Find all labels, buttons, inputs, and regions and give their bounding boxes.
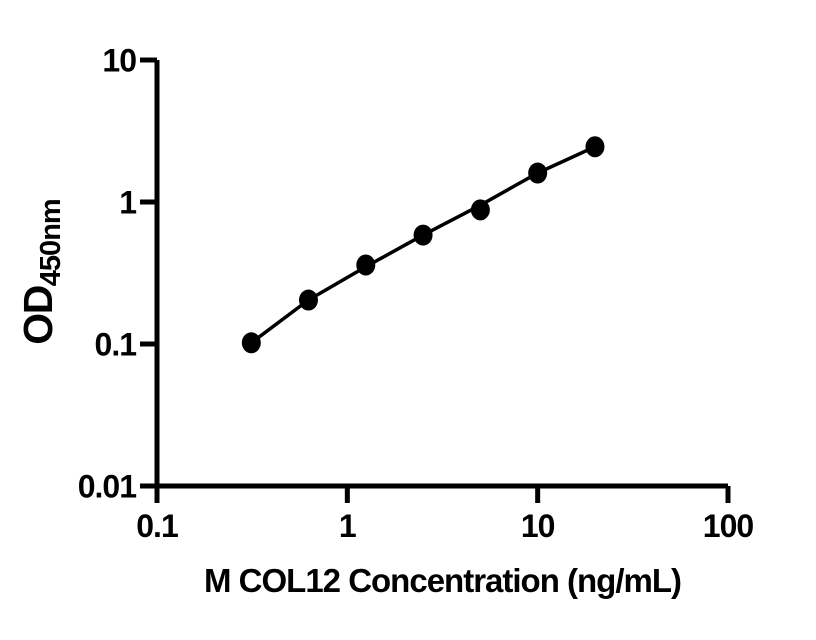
y-tick-label: 0.1 [95, 327, 137, 363]
data-point [356, 254, 376, 276]
x-tick-label: 100 [703, 508, 754, 544]
y-tick-label: 0.01 [78, 469, 136, 505]
data-point [528, 162, 548, 184]
x-axis-title: M COL12 Concentration (ng/mL) [204, 562, 682, 599]
y-tick-label: 10 [102, 43, 136, 79]
data-point [298, 289, 318, 311]
y-axis-title-main: OD [15, 286, 61, 345]
x-tick-label: 10 [521, 508, 555, 544]
data-point [241, 332, 261, 354]
x-tick-label: 0.1 [136, 508, 178, 544]
y-axis-title-subscript: 450nm [35, 199, 67, 287]
data-point [470, 199, 490, 221]
x-tick-label: 1 [339, 508, 356, 544]
data-point [413, 224, 433, 246]
data-point [585, 136, 605, 158]
axis-frame [154, 60, 728, 489]
y-tick-label: 1 [119, 185, 136, 221]
y-axis-title: OD450nm [15, 199, 67, 345]
